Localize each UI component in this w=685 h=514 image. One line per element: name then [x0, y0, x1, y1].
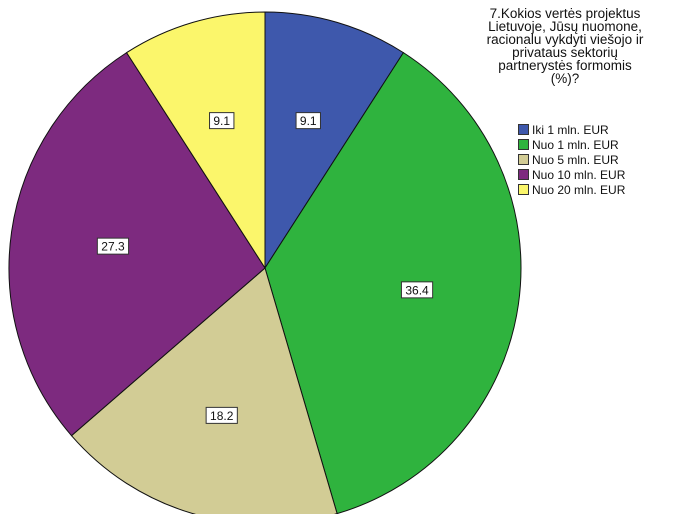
data-label-box	[205, 406, 238, 424]
data-label-text: 36.4	[405, 283, 429, 297]
legend-label: Nuo 10 mln. EUR	[532, 167, 626, 182]
legend-item-nuo-10-mln-eur: Nuo 10 mln. EUR	[518, 167, 625, 182]
data-label-nuo-1-mln-eur: 36.4	[400, 281, 434, 299]
legend-item-iki-1-mln-eur: Iki 1 mln. EUR	[518, 122, 625, 137]
data-label-text: 18.2	[210, 409, 234, 423]
legend-swatch	[518, 139, 529, 150]
data-label-text: 9.1	[300, 114, 317, 128]
pie-slice-iki-1-mln-eur	[264, 11, 405, 270]
data-label-text: 27.3	[101, 240, 125, 254]
pie-slice-nuo-1-mln-eur	[264, 51, 522, 514]
pie-slice-nuo-10-mln-eur	[8, 51, 266, 437]
chart-legend: Iki 1 mln. EUR Nuo 1 mln. EUR Nuo 5 mln. E…	[518, 122, 625, 197]
legend-item-nuo-5-mln-eur: Nuo 5 mln. EUR	[518, 152, 625, 167]
data-label-nuo-10-mln-eur: 27.3	[96, 237, 130, 255]
data-label-box	[400, 281, 434, 299]
data-label-box	[96, 237, 130, 255]
legend-swatch	[518, 169, 529, 180]
data-label-box	[295, 112, 321, 130]
legend-label: Nuo 1 mln. EUR	[532, 137, 619, 152]
data-label-iki-1-mln-eur: 9.1	[295, 112, 321, 130]
legend-swatch	[518, 124, 529, 135]
legend-label: Nuo 20 mln. EUR	[532, 182, 626, 197]
data-label-text: 9.1	[213, 114, 230, 128]
data-label-nuo-5-mln-eur: 18.2	[205, 406, 238, 424]
data-label-nuo-20-mln-eur: 9.1	[209, 112, 235, 130]
legend-item-nuo-1-mln-eur: Nuo 1 mln. EUR	[518, 137, 625, 152]
data-label-box	[209, 112, 235, 130]
pie-slice-nuo-20-mln-eur	[125, 11, 266, 270]
legend-label: Iki 1 mln. EUR	[532, 122, 609, 137]
legend-item-nuo-20-mln-eur: Nuo 20 mln. EUR	[518, 182, 625, 197]
legend-swatch	[518, 184, 529, 195]
legend-label: Nuo 5 mln. EUR	[532, 152, 619, 167]
chart-title: 7.Kokios vertės projektus Lietuvoje, Jūs…	[486, 6, 644, 86]
legend-swatch	[518, 154, 529, 165]
